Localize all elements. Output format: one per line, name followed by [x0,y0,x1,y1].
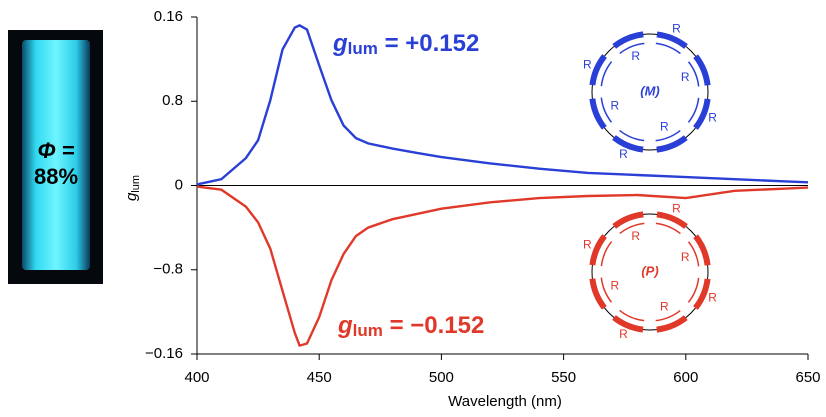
ring-segment [612,211,644,229]
annotation-sub: lum [353,321,383,340]
ring-segment [612,315,644,333]
series-line [196,185,809,348]
ring-segment-inner [655,42,681,55]
y-tick-label: −0.16 [145,345,183,362]
x-axis-label: Wavelength (nm) [448,393,562,410]
ring-segment-inner [687,61,700,87]
y-label-main: g [123,192,140,201]
ring-segment-inner [687,277,700,303]
r-label: R [708,291,717,305]
ring-segment-inner [600,97,613,123]
x-tick-label: 650 [795,369,820,386]
x-tick-label: 450 [307,369,332,386]
r-label: R [583,58,592,72]
y-tick-label: 0.8 [162,92,183,109]
ring-segment [693,54,711,86]
r-label: R [681,70,690,84]
ring-segment-inner [619,222,645,235]
y-tick-label: −0.8 [153,261,183,278]
photo-text: Φ = [37,138,74,163]
ring-segment [656,31,688,49]
r-label: R [610,98,619,112]
ring-segment [693,234,711,266]
y-axis-label: glum [123,175,142,201]
ring-segment-inner [600,241,613,267]
ring-segment-inner [600,61,613,87]
r-label: R [660,119,669,133]
annotation-text: = −0.152 [383,312,484,339]
annotation-text: = +0.152 [378,30,479,57]
r-label: R [610,278,619,292]
ring-segment-inner [619,42,645,55]
photo-text: 88% [34,164,78,189]
ring-segment-inner [655,309,681,322]
ring-segment [656,135,688,153]
annotation-sub: lum [348,39,378,58]
y-tick-label: 0.16 [154,8,183,25]
r-label: R [631,229,640,243]
r-label: R [619,147,628,161]
ring [591,33,709,151]
ring-segment-inner [687,97,700,123]
ring-segment-inner [619,129,645,142]
ring-segment-inner [600,277,613,303]
annotation: glum = −0.152 [337,312,484,340]
annotation: glum = +0.152 [332,30,479,58]
y-tick-label: 0 [175,176,183,193]
ring-segment-inner [655,129,681,142]
r-label: R [672,22,681,36]
y-label-sub: lum [130,175,142,193]
legend-label: (P) [641,263,658,278]
annotation-main: g [332,30,348,57]
ring-segment-inner [655,222,681,235]
r-label: R [681,250,690,264]
x-tick-label: 400 [184,369,209,386]
ring-segment [612,31,644,49]
r-label: R [631,49,640,63]
legend-label: (M) [640,83,660,98]
ring-segment [589,278,607,310]
series-line [196,24,809,186]
r-label: R [583,238,592,252]
ring-segment [693,278,711,310]
ring [591,213,709,331]
ring-segment [589,234,607,266]
ring-segment-inner [619,309,645,322]
ring-segment [589,98,607,130]
vial [22,40,90,270]
ring-segment-inner [687,241,700,267]
r-label: R [672,202,681,216]
x-tick-label: 600 [673,369,698,386]
ring-segment [693,98,711,130]
ring-segment [656,211,688,229]
molecule: R R R R R R R R (P) [583,202,717,341]
annotation-main: g [337,312,353,339]
molecule: R R R R R R R R (M) [583,22,717,161]
ring-segment [612,135,644,153]
r-label: R [708,111,717,125]
ring-segment [589,54,607,86]
x-tick-label: 500 [429,369,454,386]
r-label: R [619,327,628,341]
x-tick-label: 550 [551,369,576,386]
ring-segment [656,315,688,333]
r-label: R [660,299,669,313]
